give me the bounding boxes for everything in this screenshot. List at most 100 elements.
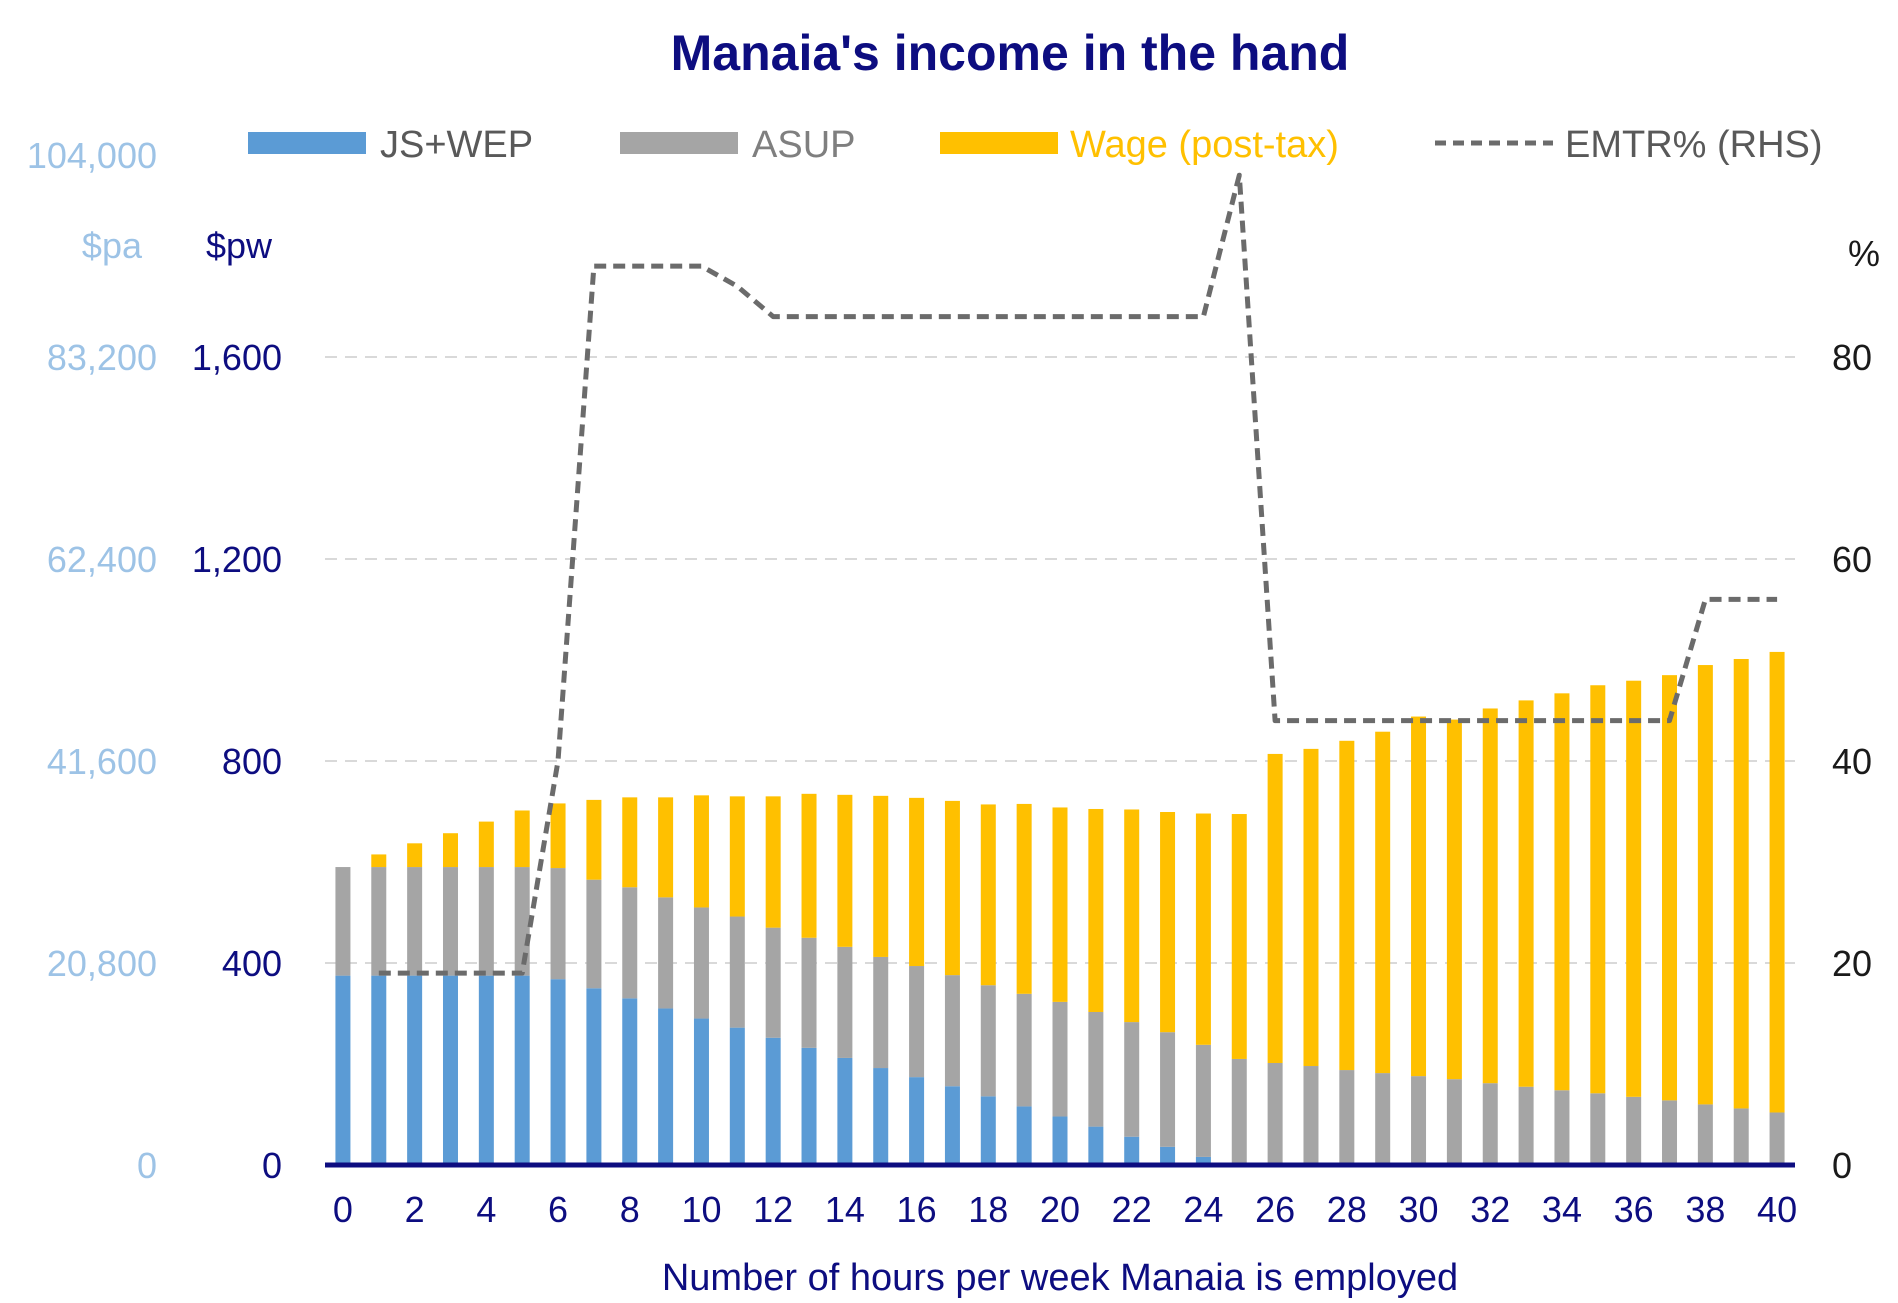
- legend-label-wage: Wage (post-tax): [1070, 124, 1339, 166]
- bar-asup: [1339, 1070, 1355, 1165]
- bar-js-wep: [514, 975, 530, 1165]
- y-tick-label-pa: 20,800: [47, 943, 157, 984]
- legend: JS+WEP ASUP Wage (post-tax) EMTR% (RHS): [248, 124, 1823, 166]
- bar-asup: [1016, 993, 1032, 1107]
- bar-js-wep: [801, 1047, 817, 1165]
- bar-asup: [909, 966, 925, 1078]
- emtr-line: [378, 172, 1778, 976]
- bar-wage-post-tax: [1769, 651, 1785, 1113]
- y-tick-label-pa: 62,400: [47, 539, 157, 580]
- bar-wage-post-tax: [1160, 812, 1176, 1033]
- axes: 04008001,2001,600020,80041,60062,40083,2…: [27, 135, 1872, 1230]
- bar-wage-post-tax: [1554, 693, 1570, 1091]
- bar-wage-post-tax: [1482, 708, 1498, 1084]
- bar-asup: [944, 975, 960, 1087]
- bar-wage-post-tax: [1267, 753, 1283, 1063]
- bar-js-wep: [980, 1096, 996, 1165]
- x-tick-label: 40: [1757, 1189, 1797, 1230]
- bar-js-wep: [1124, 1136, 1140, 1165]
- bar-wage-post-tax: [622, 797, 638, 888]
- y-tick-label-pw: 800: [222, 741, 282, 782]
- bar-wage-post-tax: [1052, 807, 1068, 1002]
- legend-swatch-wage: [940, 132, 1058, 154]
- x-tick-label: 38: [1685, 1189, 1725, 1230]
- bar-wage-post-tax: [909, 797, 925, 967]
- bar-asup: [514, 867, 530, 976]
- x-tick-label: 32: [1470, 1189, 1510, 1230]
- y-tick-label-right: 0: [1832, 1145, 1852, 1186]
- bar-wage-post-tax: [371, 854, 387, 868]
- bar-wage-post-tax: [1590, 685, 1606, 1094]
- bar-js-wep: [586, 988, 602, 1165]
- bar-js-wep: [442, 975, 458, 1165]
- bar-wage-post-tax: [1411, 716, 1427, 1077]
- bar-asup: [801, 937, 817, 1048]
- bar-wage-post-tax: [478, 821, 494, 868]
- bar-js-wep: [478, 975, 494, 1165]
- y-tick-label-right: 40: [1832, 741, 1872, 782]
- chart-title: Manaia's income in the hand: [671, 25, 1350, 81]
- bar-js-wep: [1160, 1146, 1176, 1165]
- x-tick-label: 30: [1399, 1189, 1439, 1230]
- legend-label-js-wep: JS+WEP: [380, 124, 533, 166]
- bar-js-wep: [693, 1018, 709, 1165]
- bar-js-wep: [658, 1008, 674, 1165]
- gridlines: [325, 356, 1795, 964]
- bar-wage-post-tax: [837, 794, 853, 947]
- bar-asup: [1124, 1022, 1140, 1137]
- bar-asup: [1231, 1058, 1247, 1165]
- x-tick-label: 0: [333, 1189, 353, 1230]
- bar-js-wep: [1052, 1116, 1068, 1165]
- bar-js-wep: [765, 1037, 781, 1165]
- bar-js-wep: [944, 1086, 960, 1165]
- y-tick-label-pa: 104,000: [27, 135, 157, 176]
- bar-wage-post-tax: [693, 795, 709, 908]
- bar-asup: [1662, 1100, 1678, 1165]
- x-tick-label: 28: [1327, 1189, 1367, 1230]
- x-tick-label: 34: [1542, 1189, 1582, 1230]
- bar-asup: [765, 927, 781, 1038]
- x-tick-label: 22: [1112, 1189, 1152, 1230]
- bar-wage-post-tax: [658, 797, 674, 898]
- y-tick-label-pa: 0: [137, 1145, 157, 1186]
- bar-asup: [1518, 1086, 1534, 1165]
- bar-wage-post-tax: [407, 843, 423, 868]
- bar-wage-post-tax: [1662, 675, 1678, 1101]
- bar-wage-post-tax: [729, 796, 745, 917]
- bar-wage-post-tax: [1375, 731, 1391, 1074]
- x-tick-label: 8: [620, 1189, 640, 1230]
- bar-wage-post-tax: [1088, 808, 1104, 1012]
- bar-asup: [693, 907, 709, 1019]
- line-emtr: [378, 172, 1778, 976]
- x-tick-label: 12: [753, 1189, 793, 1230]
- bar-wage-post-tax: [1195, 813, 1211, 1045]
- bar-asup: [442, 867, 458, 976]
- bar-wage-post-tax: [873, 795, 889, 957]
- bars: [335, 651, 1785, 1165]
- bar-wage-post-tax: [801, 793, 817, 938]
- bar-wage-post-tax: [1231, 814, 1247, 1059]
- bar-asup: [1052, 1001, 1068, 1117]
- bar-asup: [371, 867, 387, 976]
- bar-asup: [550, 868, 566, 980]
- bar-wage-post-tax: [765, 796, 781, 928]
- bar-asup: [1160, 1032, 1176, 1147]
- x-tick-label: 24: [1183, 1189, 1223, 1230]
- x-tick-label: 36: [1614, 1189, 1654, 1230]
- bar-js-wep: [729, 1027, 745, 1165]
- x-tick-label: 6: [548, 1189, 568, 1230]
- bar-asup: [1088, 1011, 1104, 1127]
- bar-js-wep: [371, 975, 387, 1165]
- y-tick-label-right: 20: [1832, 943, 1872, 984]
- x-tick-label: 10: [681, 1189, 721, 1230]
- bar-asup: [1375, 1073, 1391, 1165]
- bar-wage-post-tax: [1733, 658, 1749, 1109]
- bar-js-wep: [407, 975, 423, 1165]
- bar-asup: [1303, 1066, 1319, 1165]
- x-tick-label: 16: [897, 1189, 937, 1230]
- y-tick-label-pa: 83,200: [47, 337, 157, 378]
- bar-js-wep: [1016, 1106, 1032, 1165]
- axis-unit-pw: $pw: [206, 225, 273, 266]
- x-axis-label: Number of hours per week Manaia is emplo…: [662, 1257, 1458, 1299]
- legend-swatch-js-wep: [248, 132, 366, 154]
